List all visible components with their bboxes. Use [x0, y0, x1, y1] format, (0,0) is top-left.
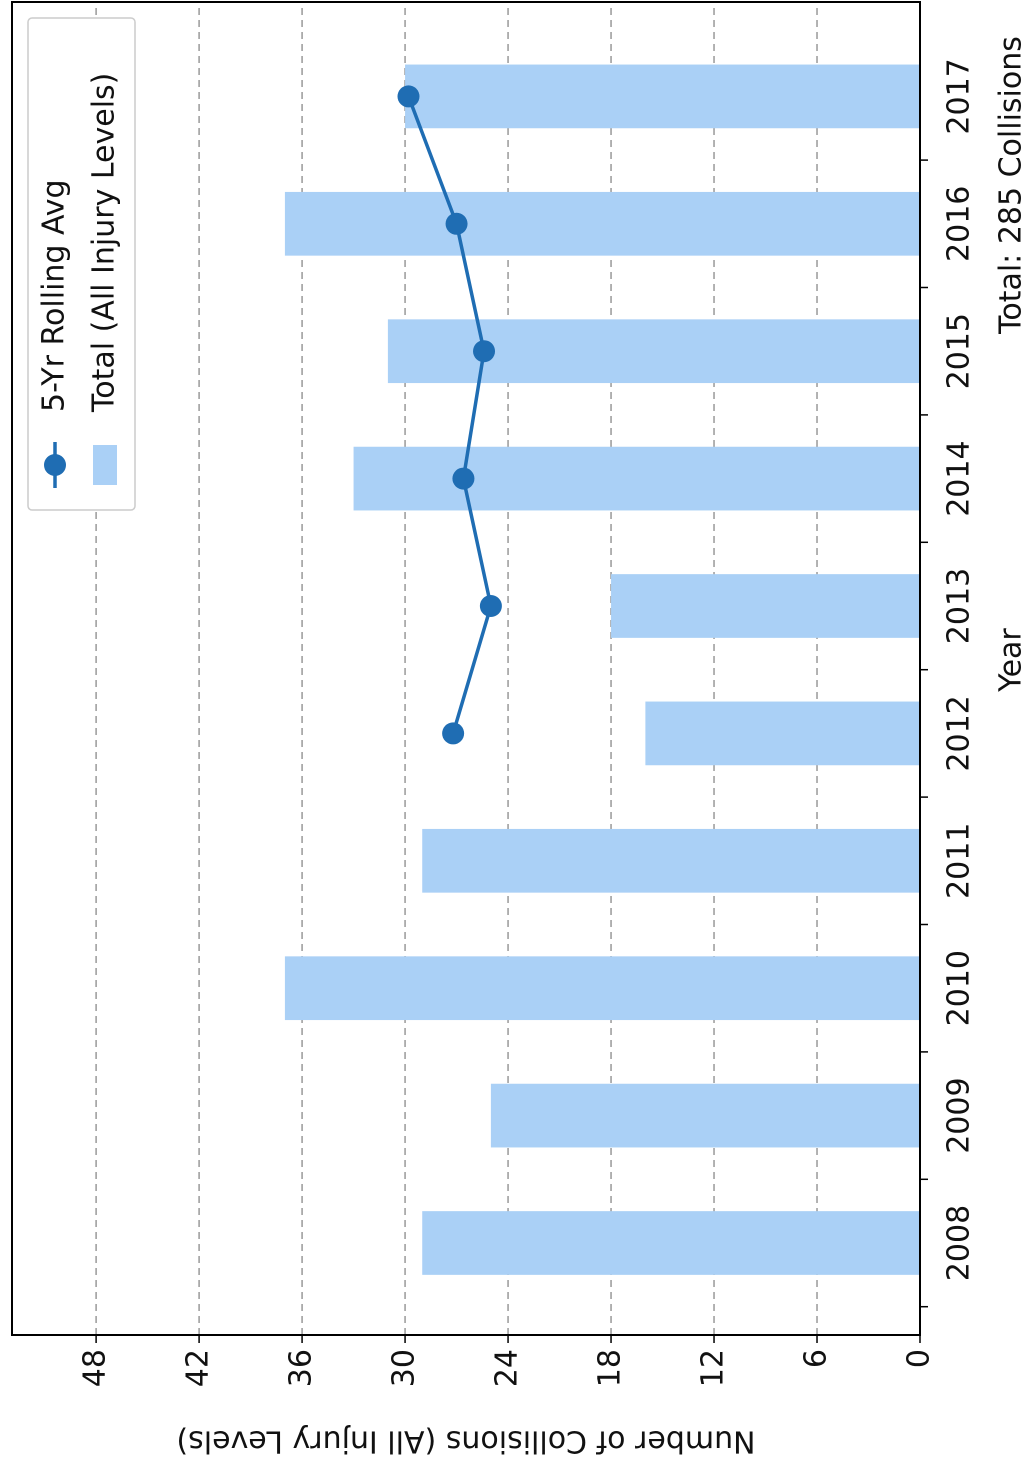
- legend-swatch: [44, 454, 66, 476]
- bar: [284, 191, 921, 256]
- x-axis-label: Year: [994, 628, 1029, 693]
- line-point: [445, 212, 468, 235]
- bar: [490, 1083, 920, 1148]
- bar: [611, 574, 920, 638]
- line-point: [397, 85, 420, 108]
- plot-frame: [11, 1, 921, 1336]
- bar: [645, 701, 920, 766]
- bar: [353, 446, 921, 511]
- legend-box: [27, 17, 136, 511]
- legend-label: Total (All Injury Levels): [87, 73, 122, 413]
- y-tick-label: 24: [490, 1349, 525, 1387]
- y-axis-label: Number of Collisions (All Injury Levels): [176, 1424, 755, 1459]
- x-tick-label: 2008: [942, 1205, 977, 1281]
- x-tick-label: 2012: [942, 695, 977, 771]
- y-tick-label: 36: [284, 1349, 319, 1387]
- line-point: [442, 722, 465, 745]
- x-tick-label: 2013: [942, 568, 977, 644]
- y-tick-label: 6: [799, 1349, 834, 1368]
- x-tick-label: 2011: [942, 823, 977, 899]
- bar: [387, 319, 921, 384]
- x-tick-label: 2009: [942, 1077, 977, 1153]
- y-tick-label: 12: [696, 1349, 731, 1387]
- x-tick-label: 2014: [942, 440, 977, 516]
- y-tick-label: 0: [902, 1349, 937, 1368]
- y-tick-label: 48: [78, 1349, 113, 1387]
- x-tick-label: 2016: [942, 186, 977, 262]
- x-tick-label: 2017: [942, 58, 977, 134]
- y-tick-label: 18: [593, 1349, 628, 1387]
- line: [406, 95, 493, 734]
- y-tick-label: 42: [181, 1349, 216, 1387]
- bar: [422, 1211, 920, 1275]
- bar: [422, 828, 920, 893]
- line-point: [473, 340, 496, 363]
- bar: [405, 64, 920, 129]
- legend: 5-Yr Rolling Avg Total (All Injury Levels…: [27, 17, 136, 511]
- rotated-plot: Year Total: 285 Collisions Number of Col…: [11, 1, 1029, 1459]
- bar: [284, 956, 921, 1021]
- legend-label: 5-Yr Rolling Avg: [37, 179, 72, 412]
- legend-swatch: [93, 445, 117, 485]
- x-tick-label: 2010: [942, 950, 977, 1026]
- x-tick-label: 2015: [942, 313, 977, 389]
- line-point: [452, 467, 475, 490]
- y-tick-label: 30: [387, 1349, 422, 1387]
- annotation: Total: 285 Collisions: [994, 36, 1029, 335]
- line-point: [479, 595, 502, 617]
